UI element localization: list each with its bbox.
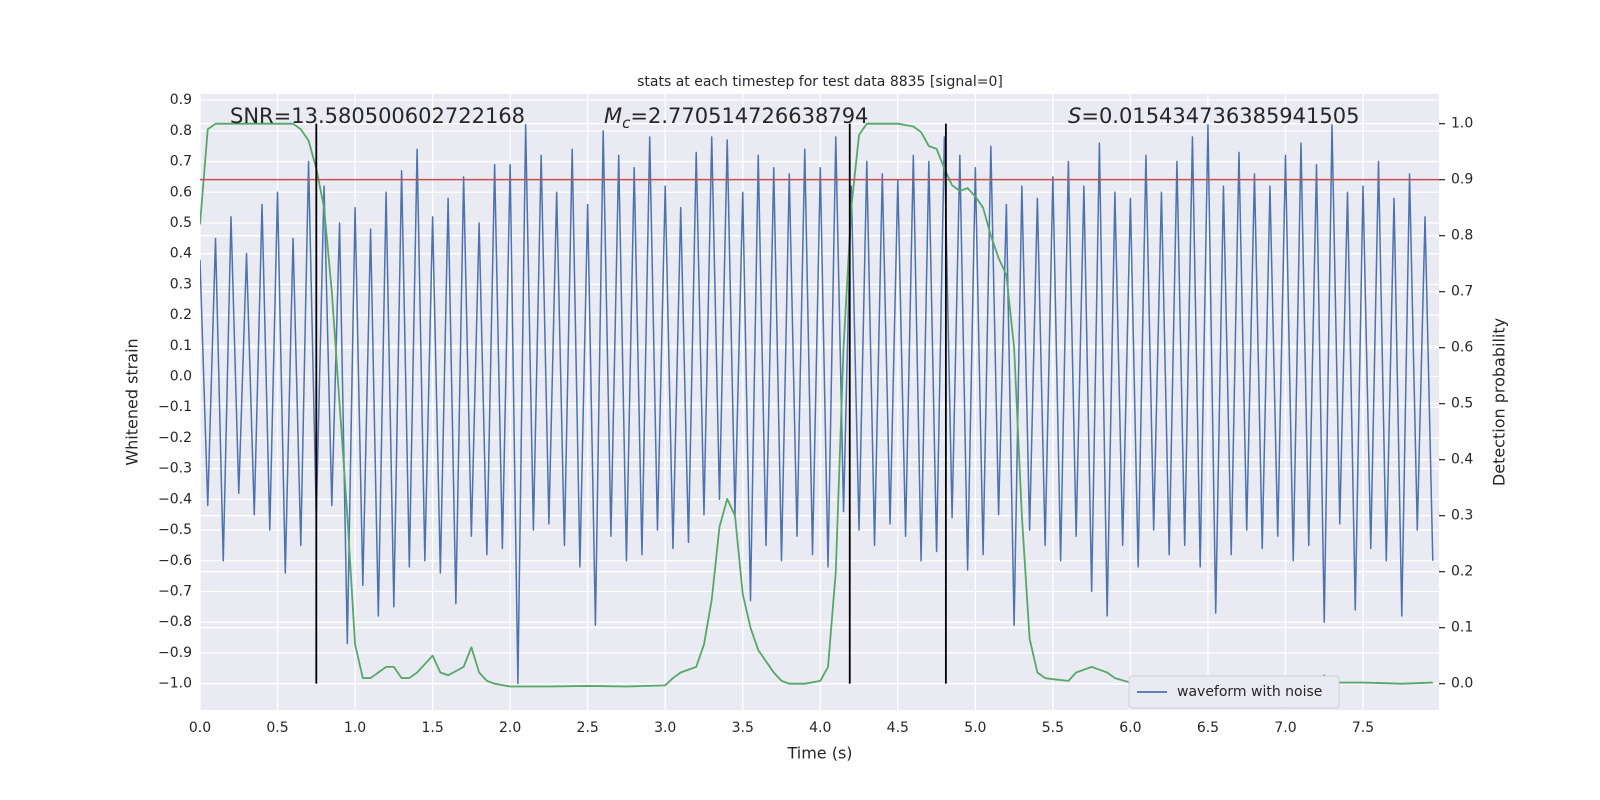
y-tick-label: 0.0	[170, 369, 192, 385]
y-tick-label: −0.9	[158, 645, 192, 661]
y-tick-label: 0.5	[170, 215, 192, 231]
x-tick-label: 5.5	[1042, 720, 1064, 736]
y2-tick-label: 1.0	[1451, 116, 1473, 132]
y-tick-label: 0.6	[170, 184, 192, 200]
x-tick-label: 2.5	[577, 720, 599, 736]
x-tick-label: 5.0	[964, 720, 986, 736]
x-axis-label: Time (s)	[786, 744, 852, 763]
data-layer	[200, 122, 1439, 688]
x-tick-label: 3.5	[732, 720, 754, 736]
x-tick-label: 7.5	[1352, 720, 1374, 736]
x-tick-label: 4.5	[887, 720, 909, 736]
x-tick-label: 2.0	[499, 720, 521, 736]
y-tick-label: −0.1	[158, 399, 192, 415]
annotation: Mc=2.770514726638794	[604, 104, 868, 132]
y-tick-label: −0.4	[158, 491, 192, 507]
y2-axis-label: Detection probability	[1490, 318, 1509, 486]
y2-tick-label: 0.5	[1451, 396, 1473, 412]
y-tick-label: −0.3	[158, 461, 192, 477]
x-tick-label: 6.5	[1197, 720, 1219, 736]
x-tick-label: 3.0	[654, 720, 676, 736]
y-tick-label: 0.4	[170, 246, 192, 262]
y2-tick-label: 0.6	[1451, 340, 1473, 356]
y2-tick-label: 0.2	[1451, 564, 1473, 580]
annotation-text: =0.015434736385941505	[1081, 104, 1359, 128]
y2-tick-label: 0.0	[1451, 676, 1473, 692]
x-tick-label: 0.5	[266, 720, 288, 736]
y-tick-label: −0.2	[158, 430, 192, 446]
x-tick-label: 6.0	[1119, 720, 1141, 736]
annotation-symbol: M	[604, 104, 622, 128]
legend-box	[1128, 675, 1340, 709]
annotation-subscript: c	[622, 114, 631, 132]
annotation-text: =2.770514726638794	[630, 104, 868, 128]
x-tick-label: 7.0	[1274, 720, 1296, 736]
y2-tick-label: 0.8	[1451, 228, 1473, 244]
y-tick-label: 0.8	[170, 123, 192, 139]
y-tick-label: 0.3	[170, 276, 192, 292]
y-tick-label: 0.2	[170, 307, 192, 323]
x-tick-label: 1.5	[421, 720, 443, 736]
annotation: S=0.015434736385941505	[1068, 104, 1359, 128]
y2-tick-label: 0.9	[1451, 172, 1473, 188]
y2-tick-label: 0.7	[1451, 284, 1473, 300]
y-tick-label: −0.5	[158, 522, 192, 538]
annotation-text: SNR=13.580500602722168	[230, 104, 525, 128]
x-tick-label: 1.0	[344, 720, 366, 736]
y2-tick-label: 0.3	[1451, 508, 1473, 524]
y-tick-label: −0.6	[158, 553, 192, 569]
series-line	[200, 122, 1433, 688]
y-tick-label: 0.7	[170, 154, 192, 170]
y-axis-label: Whitened strain	[123, 338, 142, 465]
y-tick-label: −0.7	[158, 583, 192, 599]
y-tick-label: 0.9	[170, 92, 192, 108]
axes: 0.0 0.5 1.0 1.5 2.0 2.5 3.0 3.5 4.0 4.5 5.0 5.5 6.0 6…	[158, 92, 1473, 736]
x-tick-label: 4.0	[809, 720, 831, 736]
y2-tick-label: 0.1	[1451, 620, 1473, 636]
annotation-symbol: S	[1068, 104, 1081, 128]
legend-label: waveform with noise	[1177, 684, 1322, 700]
y-tick-label: −1.0	[158, 676, 192, 692]
chart-title: stats at each timestep for test data 883…	[637, 74, 1003, 90]
y2-tick-label: 0.4	[1451, 452, 1473, 468]
y-tick-label: 0.1	[170, 338, 192, 354]
series-line	[200, 123, 1434, 685]
y-tick-label: −0.8	[158, 614, 192, 630]
annotation: SNR=13.580500602722168	[230, 104, 525, 128]
x-tick-label: 0.0	[189, 720, 211, 736]
